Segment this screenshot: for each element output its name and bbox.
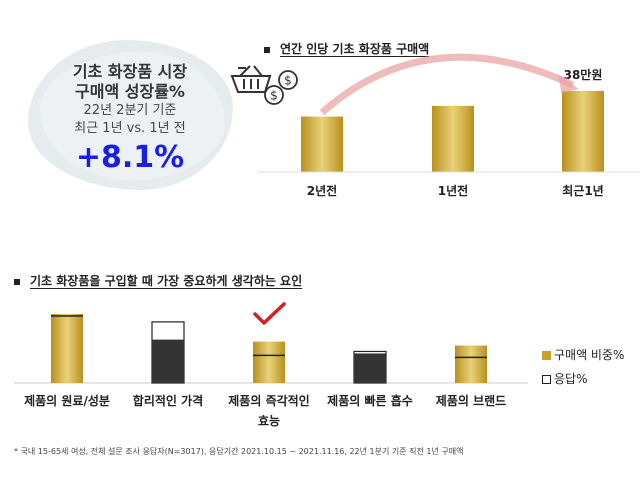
growth-stat-panel: 기초 화장품 시장 구매액 성장률% 22년 2분기 기준 최근 1년 vs. … — [50, 62, 210, 176]
stat-value: +8.1% — [75, 140, 185, 175]
chart1-title: 연간 인당 기초 화장품 구매액 — [264, 40, 429, 57]
legend-item-response: 응답% — [542, 370, 587, 387]
bar-1년전 — [432, 105, 474, 172]
x-tick-label: 효능 — [258, 414, 280, 428]
bar-spend-share-2 — [253, 341, 285, 383]
bar-spend-share-0 — [51, 314, 83, 383]
x-tick-label: 합리적인 가격 — [133, 393, 203, 408]
bullet-icon — [264, 46, 270, 53]
bullet-icon — [14, 278, 20, 285]
x-tick-label: 2년전 — [307, 183, 337, 198]
stat-title-line2: 구매액 성장률% — [75, 82, 185, 101]
stat-background-inner — [40, 52, 225, 180]
shopping-basket-icon: $ $ — [230, 62, 302, 116]
data-label: 38만원 — [564, 67, 603, 82]
growth-arrow-head — [559, 75, 579, 93]
checkmark-icon — [253, 302, 286, 325]
annual-spend-chart: 2년전 1년전 최근1년 38만원 — [258, 53, 640, 198]
bar-spend-share-1 — [152, 339, 184, 383]
svg-text:$: $ — [284, 74, 292, 88]
svg-text:$: $ — [270, 89, 278, 103]
bar-spend-share-3 — [354, 353, 386, 383]
legend-swatch-gold — [542, 351, 551, 360]
legend-item-spend-share: 구매액 비중% — [542, 346, 624, 363]
stat-comparison: 최근 1년 vs. 1년 전 — [74, 121, 186, 136]
stat-basis: 22년 2분기 기준 — [83, 103, 177, 118]
stat-title-line1: 기초 화장품 시장 — [72, 62, 188, 81]
x-tick-label: 제품의 브랜드 — [436, 393, 506, 408]
bar-최근1년 — [562, 91, 604, 172]
x-tick-label: 1년전 — [438, 183, 468, 198]
x-tick-label: 제품의 원료/성분 — [24, 393, 110, 408]
bar-spend-share-4 — [455, 345, 487, 383]
x-tick-label: 제품의 빠른 흡수 — [327, 393, 413, 408]
x-tick-label: 제품의 즉각적인 — [228, 393, 309, 408]
chart2-title: 기초 화장품을 구입할 때 가장 중요하게 생각하는 요인 — [14, 272, 302, 289]
legend-swatch-outline — [542, 375, 551, 384]
bar-2년전 — [301, 116, 343, 172]
x-tick-label: 최근1년 — [562, 183, 603, 198]
footnote: * 국내 15-65세 여성, 전체 설문 조사 응답자(N=3017), 응답… — [14, 447, 464, 456]
growth-arrow — [319, 53, 575, 116]
